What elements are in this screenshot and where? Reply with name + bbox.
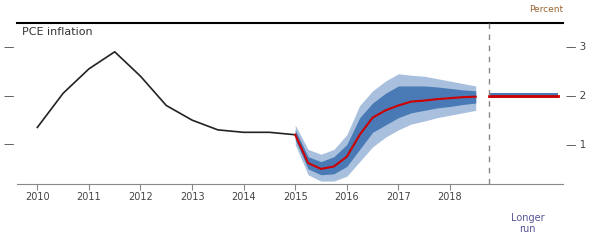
- Text: —: —: [4, 91, 14, 101]
- Text: — 2: — 2: [566, 91, 586, 101]
- Text: — 3: — 3: [566, 42, 586, 52]
- Text: Longer
run: Longer run: [510, 213, 544, 234]
- Text: —: —: [4, 42, 14, 52]
- Text: PCE inflation: PCE inflation: [22, 27, 93, 37]
- Text: Percent: Percent: [529, 6, 563, 15]
- Text: —: —: [4, 139, 14, 149]
- Text: — 1: — 1: [566, 139, 586, 149]
